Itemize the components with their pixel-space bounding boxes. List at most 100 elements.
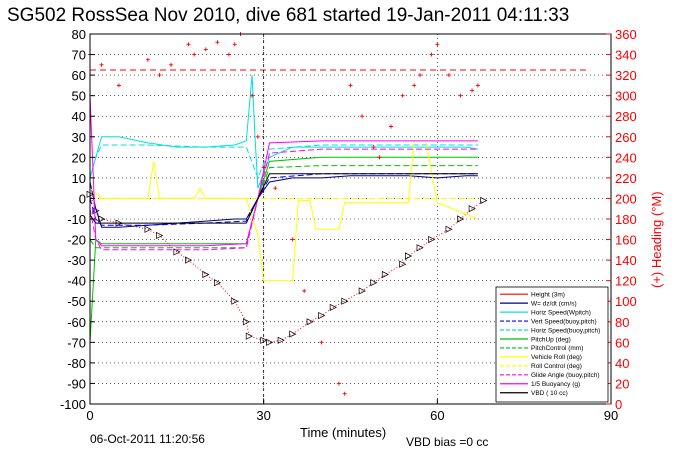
series-point <box>470 88 475 93</box>
series-point <box>186 42 191 47</box>
series-point <box>468 205 476 213</box>
series-4 <box>89 144 478 180</box>
series-point <box>412 83 417 88</box>
left-y-tick-label: -10 <box>67 212 86 227</box>
series-line <box>89 194 484 343</box>
series-12 <box>88 32 480 396</box>
left-y-tick-label: 0 <box>79 191 86 206</box>
series-point <box>400 93 405 98</box>
legend-label: Vehicle Roll (deg) <box>531 354 582 361</box>
vbd-bias-note: VBD bias =0 cc <box>406 435 488 449</box>
series-point <box>215 40 220 45</box>
series-line <box>89 173 478 224</box>
series-point <box>360 114 365 119</box>
series-point <box>144 225 152 233</box>
series-point <box>480 196 488 205</box>
series-point <box>116 83 121 88</box>
right-y-tick-label: 120 <box>615 274 637 289</box>
chart-title: SG502 RossSea Nov 2010, dive 681 started… <box>7 5 569 26</box>
series-point <box>173 248 181 256</box>
date-stamp: 06-Oct-2011 11:20:56 <box>90 432 205 446</box>
series-point <box>302 288 307 293</box>
legend-label: W= dz/dt (cm/s) <box>531 300 577 307</box>
right-y-tick-label: 360 <box>615 27 637 42</box>
series-point <box>306 318 314 326</box>
series-line <box>89 175 478 228</box>
series-point <box>277 336 285 344</box>
left-y-tick-label: -90 <box>67 376 86 391</box>
x-tick-label: 30 <box>256 408 270 423</box>
series-9 <box>89 148 478 251</box>
series-point <box>203 47 208 52</box>
left-y-tick-label: 70 <box>72 48 86 63</box>
right-y-tick-label: 180 <box>615 212 637 227</box>
series-point <box>428 235 436 244</box>
legend-label: Height (3m) <box>531 291 565 298</box>
left-y-tick-label: 50 <box>72 89 86 104</box>
series-point <box>192 52 197 57</box>
left-y-tick-label: 80 <box>72 27 86 42</box>
right-y-tick-label: 140 <box>615 253 637 268</box>
series-line <box>89 173 478 226</box>
legend-label: VBD ( 10 cc) <box>531 390 568 397</box>
series-point <box>370 279 378 287</box>
left-y-tick-label: -40 <box>67 274 86 289</box>
series-line <box>89 144 478 180</box>
series-point <box>156 231 164 240</box>
legend-box <box>495 286 609 403</box>
series-point <box>214 279 222 287</box>
series-line <box>89 75 478 189</box>
series-6 <box>89 165 478 249</box>
series-point <box>342 391 347 396</box>
series-point <box>329 303 337 311</box>
series-point <box>260 336 268 344</box>
series-point <box>371 145 376 150</box>
series-point <box>319 340 324 345</box>
left-y-tick-label: -30 <box>67 253 86 268</box>
series-line <box>89 165 478 249</box>
legend: Height (3m) W= dz/dt (cm/s) Horiz Speed(Wp… <box>495 286 609 403</box>
right-y-tick-label: 340 <box>615 48 637 63</box>
right-y-tick-label: 80 <box>615 315 629 330</box>
series-point <box>242 318 251 326</box>
series-point <box>231 297 239 305</box>
series-0 <box>86 190 488 346</box>
series-point <box>381 270 390 279</box>
left-y-tick-label: 60 <box>72 68 86 83</box>
right-y-tick-label: 220 <box>615 171 637 186</box>
series-point <box>318 312 326 320</box>
left-y-tick-label: 40 <box>72 109 86 124</box>
right-y-tick-label: 0 <box>615 397 622 412</box>
legend-label: PitchControl (mm) <box>531 345 583 352</box>
series-point <box>399 260 407 268</box>
left-y-tick-label: -80 <box>67 356 86 371</box>
series-point <box>446 73 451 78</box>
series-point <box>336 381 341 386</box>
right-y-tick-label: 20 <box>615 376 629 391</box>
series-point <box>458 93 463 98</box>
series-11 <box>89 173 478 224</box>
left-y-tick-label: 20 <box>72 150 86 165</box>
right-y-axis-label: (+) Heading (°M) <box>649 191 664 288</box>
left-y-tick-label: -70 <box>67 335 86 350</box>
series-point <box>417 73 422 78</box>
series-3 <box>89 173 478 226</box>
legend-label: Horiz Speed(Wpitch) <box>531 309 591 316</box>
left-y-tick-label: -20 <box>67 233 86 248</box>
series-point <box>435 42 440 47</box>
series-point <box>377 155 382 160</box>
series-point <box>226 52 231 57</box>
x-tick-label: 60 <box>430 408 444 423</box>
left-y-tick-label: 10 <box>72 171 86 186</box>
series-point <box>290 237 295 242</box>
series-point <box>255 134 260 139</box>
legend-label: Glide Angle (buoy,pitch) <box>531 372 600 379</box>
series-5 <box>89 156 478 343</box>
left-y-tick-label: -50 <box>67 294 86 309</box>
series-point <box>266 338 274 346</box>
series-point <box>169 62 174 67</box>
right-y-tick-label: 160 <box>615 233 637 248</box>
series-point <box>405 252 413 260</box>
x-axis-ticks: 0 30 60 90 <box>86 399 618 423</box>
